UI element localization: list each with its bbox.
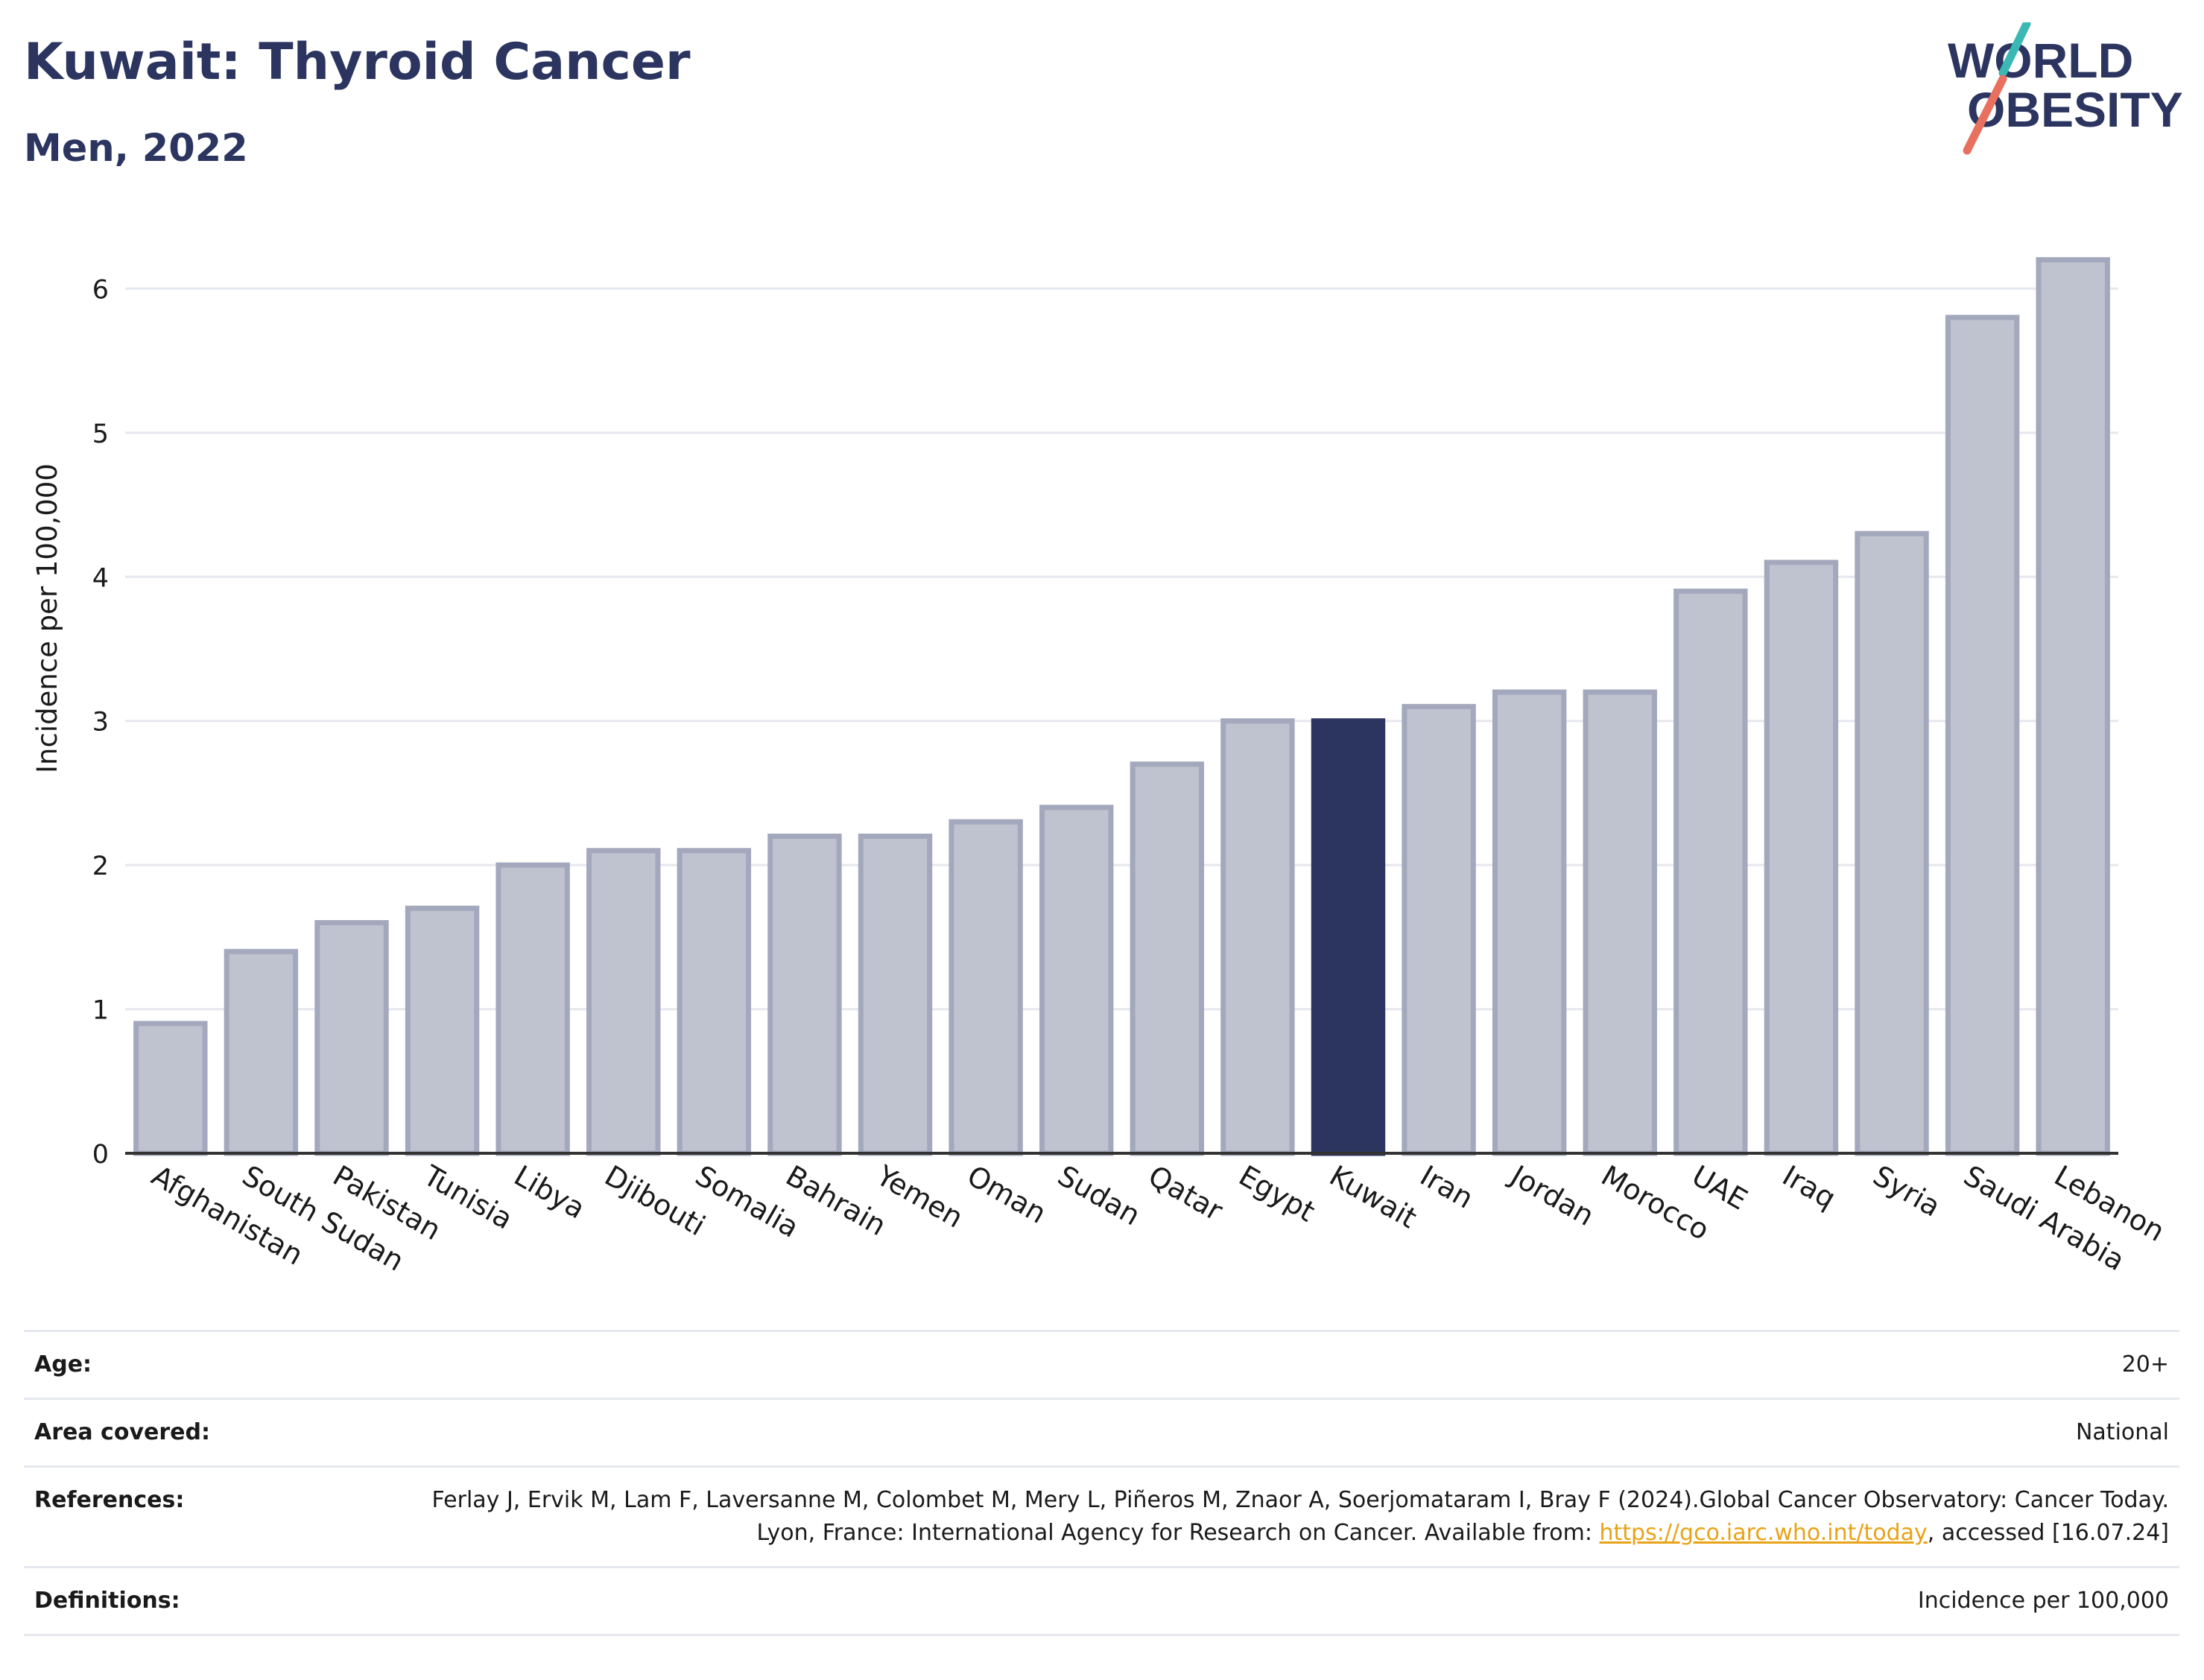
bar [767, 833, 842, 1156]
area-value: National [2075, 1419, 2169, 1445]
y-tick-label: 4 [92, 563, 109, 593]
bar [1220, 718, 1295, 1156]
logo-word-obesity: OBESITY [1967, 82, 2183, 137]
logo-slash-coral [1963, 75, 2007, 155]
x-tick-label: Iran [1415, 1159, 1479, 1215]
x-tick-label: Sudan [1052, 1159, 1146, 1232]
y-tick-label: 2 [92, 852, 109, 881]
x-tick-label: Qatar [1143, 1159, 1229, 1228]
definitions-value: Incidence per 100,000 [1917, 1588, 2169, 1614]
y-tick-labels: 0 1 2 3 4 5 6 [92, 275, 109, 1170]
bar [1583, 689, 1657, 1156]
bar-highlighted [1311, 718, 1386, 1156]
y-tick-label: 5 [92, 419, 109, 449]
page-subtitle: Men, 2022 [24, 127, 248, 171]
age-value: 20+ [2121, 1351, 2169, 1378]
info-row-definitions: Definitions: Incidence per 100,000 [24, 1567, 2179, 1635]
x-tick-label: Oman [962, 1159, 1052, 1230]
bar [1402, 703, 1476, 1156]
bar [2036, 257, 2110, 1156]
world-obesity-logo: WORLD OBESITY [1948, 22, 2183, 155]
bar [1492, 689, 1567, 1156]
x-tick-label: Egypt [1233, 1159, 1320, 1229]
x-tick-label: Syria [1868, 1159, 1946, 1223]
bar [949, 819, 1023, 1156]
bar [677, 848, 752, 1156]
bar [858, 833, 933, 1156]
area-label: Area covered: [34, 1419, 210, 1445]
info-row-age: Age: 20+ [24, 1331, 2179, 1399]
bar [1039, 805, 1114, 1156]
references-link[interactable]: https://gco.iarc.who.int/today [1599, 1520, 1928, 1546]
logo-slash-teal [1998, 22, 2031, 77]
y-tick-label: 0 [92, 1140, 109, 1170]
y-tick-label: 6 [92, 275, 109, 305]
x-tick-label: Iraq [1777, 1159, 1841, 1215]
x-tick-label: Djibouti [599, 1159, 711, 1243]
info-table: Age: 20+ Area covered: National Referenc… [24, 1330, 2179, 1636]
bar [495, 862, 570, 1156]
bar [1673, 589, 1748, 1156]
info-row-references: References: Ferlay J, Ervik M, Lam F, La… [24, 1466, 2179, 1568]
x-tick-label: Somalia [690, 1159, 805, 1244]
page-title: Kuwait: Thyroid Cancer [24, 33, 691, 92]
age-label: Age: [34, 1351, 92, 1378]
bar [1130, 761, 1205, 1156]
bar [1855, 530, 1929, 1156]
x-tick-label: Jordan [1504, 1158, 1599, 1233]
bar [314, 920, 389, 1156]
x-tick-label: Libya [509, 1159, 591, 1226]
logo-word-world: WORLD [1948, 33, 2133, 88]
info-row-area: Area covered: National [24, 1398, 2179, 1467]
bar [405, 905, 480, 1156]
bar [224, 948, 299, 1156]
bars [125, 257, 2118, 1156]
references-label: References: [34, 1487, 185, 1513]
references-value: Ferlay J, Ervik M, Lam F, Laversanne M, … [358, 1467, 2179, 1568]
bar [133, 1021, 208, 1156]
y-axis-title: Incidence per 100,000 [31, 463, 63, 773]
references-text: Ferlay J, Ervik M, Lam F, Laversanne M, … [431, 1487, 2169, 1546]
bar [1945, 314, 2020, 1156]
y-tick-label: 1 [92, 996, 109, 1026]
x-tick-label: Bahrain [780, 1159, 891, 1243]
x-tick-label: Kuwait [1324, 1159, 1422, 1235]
references-accessed: , accessed [16.07.24] [1927, 1520, 2169, 1546]
bar [1764, 560, 1839, 1156]
y-tick-label: 3 [92, 708, 109, 738]
definitions-label: Definitions: [34, 1588, 180, 1614]
bar [586, 848, 661, 1156]
x-tick-label: Afghanistan [146, 1159, 308, 1272]
